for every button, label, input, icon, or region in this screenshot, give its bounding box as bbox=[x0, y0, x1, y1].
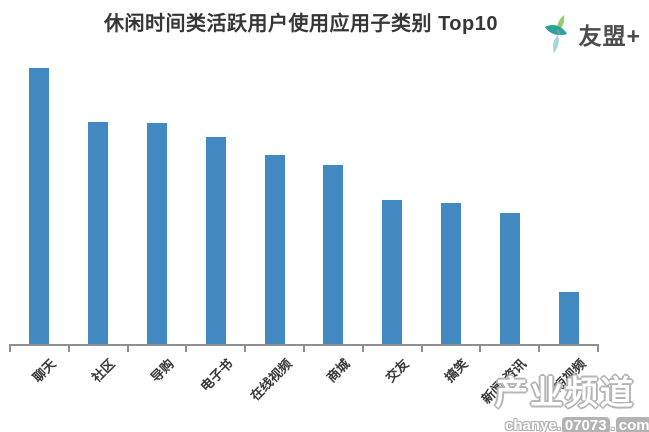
x-label-0: 聊天 bbox=[30, 356, 60, 386]
bar-0 bbox=[29, 68, 50, 344]
x-axis-tick bbox=[361, 344, 364, 352]
x-label-4: 在线视频 bbox=[246, 356, 295, 404]
x-label-1: 社区 bbox=[88, 356, 118, 386]
x-axis-tick bbox=[9, 344, 11, 352]
bar-6 bbox=[382, 200, 403, 344]
x-label-9: 短视频 bbox=[550, 356, 589, 395]
bar-9 bbox=[558, 292, 579, 344]
x-axis-tick bbox=[303, 344, 305, 352]
x-label-6: 交友 bbox=[382, 356, 412, 386]
x-label-2: 导购 bbox=[147, 356, 177, 386]
x-axis-tick bbox=[479, 344, 482, 352]
bar-5 bbox=[323, 165, 344, 344]
x-axis-tick bbox=[538, 344, 541, 352]
umeng-logo: 友盟+ bbox=[544, 14, 641, 54]
x-label-5: 商城 bbox=[324, 356, 354, 386]
x-axis-tick bbox=[244, 344, 247, 352]
bar-1 bbox=[88, 122, 109, 344]
x-axis-tick bbox=[185, 344, 188, 352]
bar-4 bbox=[264, 155, 285, 344]
bar-8 bbox=[499, 213, 520, 344]
x-label-7: 搞笑 bbox=[441, 356, 471, 386]
x-label-3: 电子书 bbox=[197, 356, 236, 395]
umeng-logo-text: 友盟+ bbox=[578, 23, 641, 49]
umeng-leaf-icon bbox=[544, 14, 574, 54]
bar-3 bbox=[205, 137, 226, 344]
x-axis-tick bbox=[597, 344, 599, 352]
bar-2 bbox=[147, 123, 167, 344]
x-axis-tick bbox=[126, 344, 129, 352]
chart-title: 休闲时间类活跃用户使用应用子类别 Top10 bbox=[104, 13, 498, 35]
x-axis-tick bbox=[67, 344, 70, 352]
x-label-8: 新闻·资讯 bbox=[479, 356, 530, 407]
x-axis-tick bbox=[420, 344, 423, 352]
bar-7 bbox=[441, 203, 461, 344]
